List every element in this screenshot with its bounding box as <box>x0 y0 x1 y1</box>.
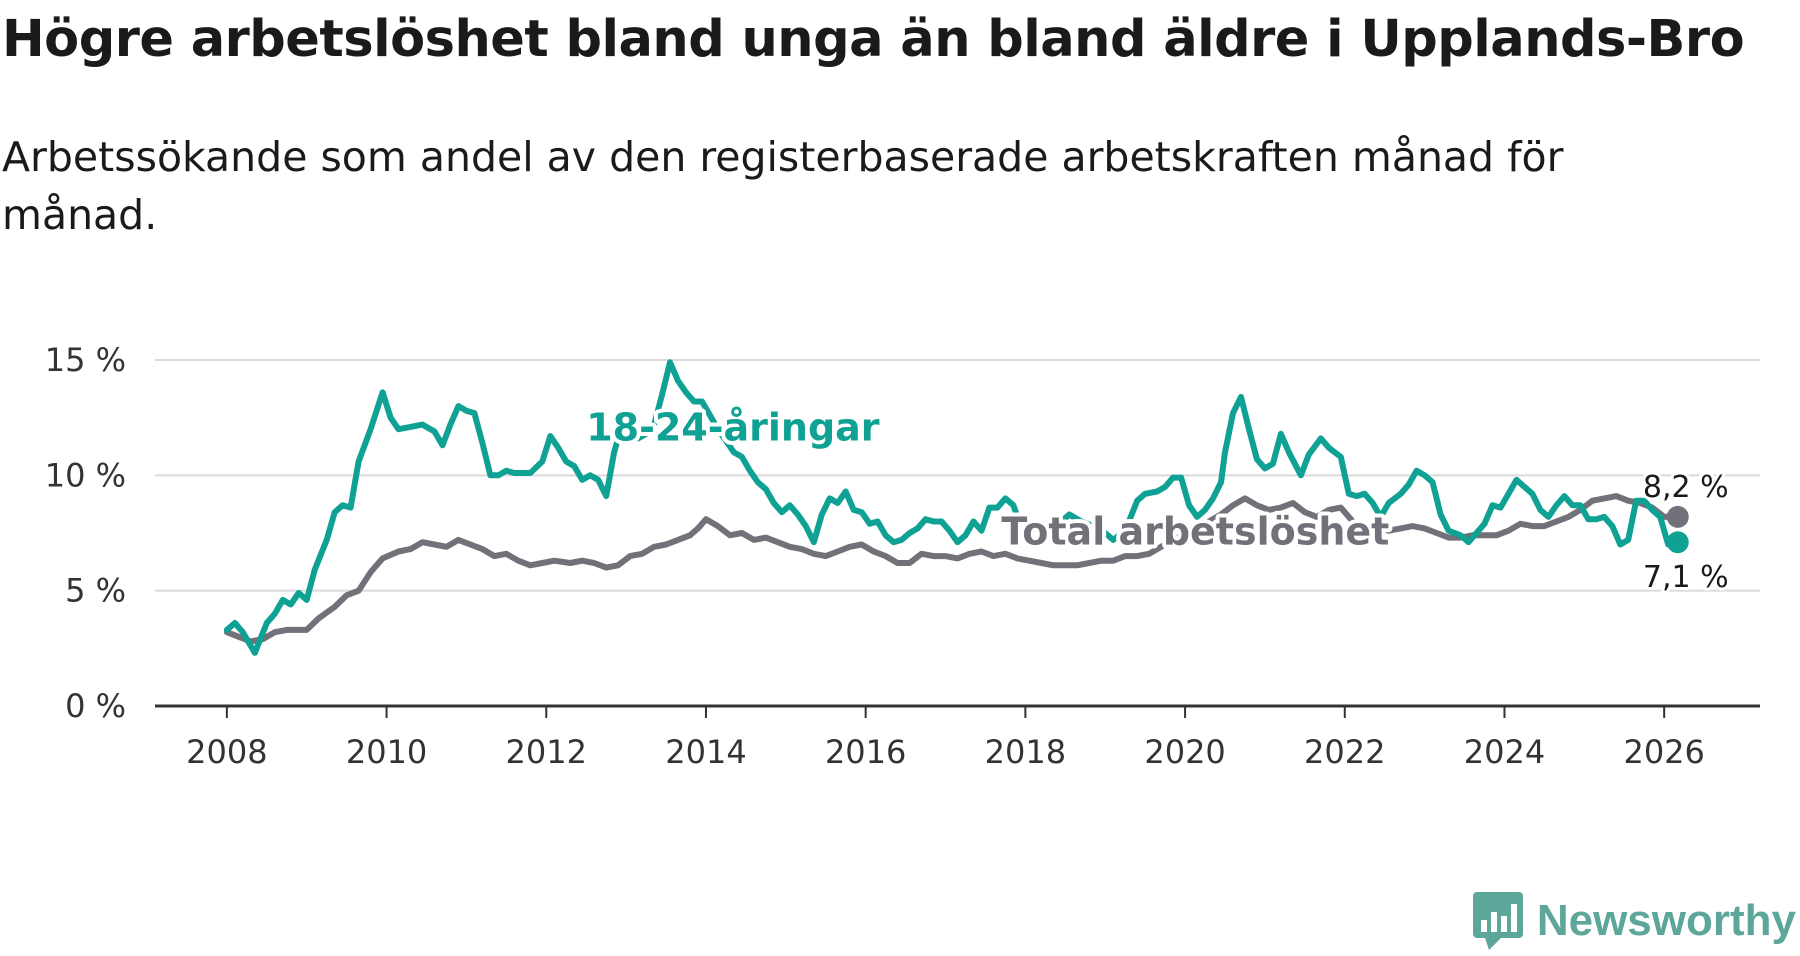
series-line-total <box>223 493 1681 645</box>
chart-subtitle: Arbetssökande som andel av den registerb… <box>2 133 1564 239</box>
series-annotation: Total arbetslöshet <box>1001 510 1389 554</box>
series-annotation: 18-24-åringar <box>586 406 880 450</box>
x-tick-label: 2020 <box>1144 733 1225 771</box>
y-tick-label: 15 % <box>45 341 126 379</box>
brand-logo: Newsworthy <box>1471 886 1796 956</box>
end-value-label-total: 8,2 % <box>1643 470 1729 505</box>
series-line-youth <box>223 359 1681 656</box>
x-tick-label: 2014 <box>665 733 746 771</box>
brand-name: Newsworthy <box>1536 896 1796 945</box>
x-tick-label: 2012 <box>506 733 587 771</box>
x-axis-ticks: 2008 2010 2012 2014 2016 2018 2020 2022 2024 2026 <box>155 704 1760 771</box>
end-value-label-youth: 7,1 % <box>1643 560 1729 595</box>
series-annotations: 7,1 % 8,2 % 18-24-åringar Total arbetslöshe… <box>582 402 1731 598</box>
newsworthy-logo-icon <box>1472 892 1523 950</box>
x-tick-label: 2010 <box>346 733 427 771</box>
gridlines <box>155 359 1760 592</box>
chart-title: Högre arbetslöshet bland unga än bland ä… <box>2 10 1745 69</box>
x-tick-label: 2018 <box>985 733 1066 771</box>
y-tick-label: 10 % <box>45 456 126 494</box>
x-tick-label: 2024 <box>1464 733 1545 771</box>
end-marker-youth <box>1666 531 1689 554</box>
end-marker-total <box>1666 505 1689 528</box>
x-tick-label: 2008 <box>186 733 267 771</box>
x-tick-label: 2016 <box>825 733 906 771</box>
series-lines <box>223 359 1689 656</box>
x-tick-label: 2026 <box>1623 733 1704 771</box>
y-tick-label: 5 % <box>65 572 126 610</box>
y-tick-label: 0 % <box>65 687 126 725</box>
y-axis-ticks: 0 % 5 % 10 % 15 % <box>45 341 126 725</box>
x-tick-label: 2022 <box>1304 733 1385 771</box>
